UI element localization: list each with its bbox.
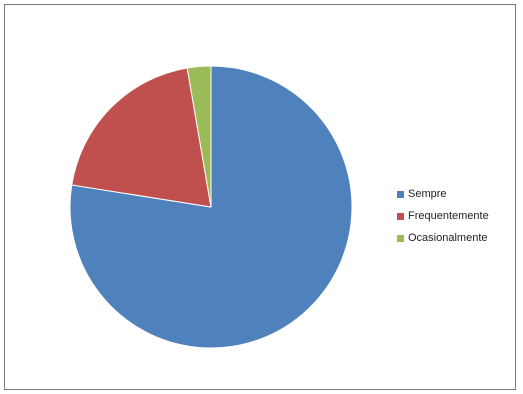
pie-slice-ocasionalmente [186, 65, 212, 208]
legend-label-ocasionalmente: Ocasionalmente [408, 232, 488, 244]
chart-legend: Sempre Frequentemente Ocasionalmente [397, 183, 489, 249]
legend-item-ocasionalmente: Ocasionalmente [397, 227, 489, 249]
chart-area: Sempre Frequentemente Ocasionalmente [4, 4, 516, 390]
legend-swatch-sempre [397, 190, 404, 198]
legend-swatch-ocasionalmente [397, 234, 404, 242]
legend-label-sempre: Sempre [408, 188, 447, 200]
legend-swatch-frequentemente [397, 212, 404, 220]
legend-label-frequentemente: Frequentemente [408, 210, 489, 222]
pie-slice-sempre [69, 65, 353, 349]
pie-slice-frequentemente [71, 67, 212, 208]
pie-chart [69, 65, 353, 349]
legend-item-sempre: Sempre [397, 183, 489, 205]
legend-item-frequentemente: Frequentemente [397, 205, 489, 227]
